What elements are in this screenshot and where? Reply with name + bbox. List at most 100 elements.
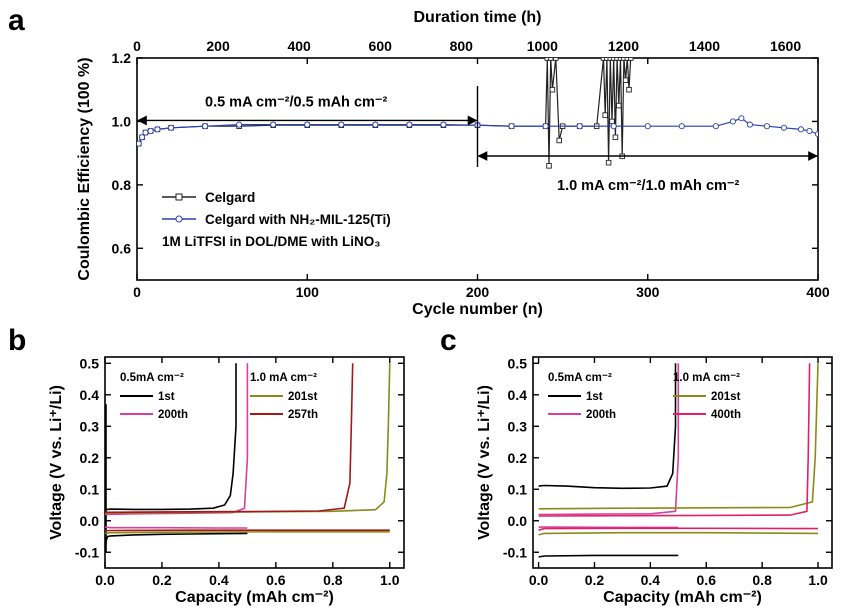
x-tick-label: 0 — [133, 284, 141, 300]
x-axis-title: Capacity (mAh cm⁻²) — [175, 589, 334, 606]
y-tick-label: 0.2 — [508, 450, 528, 466]
electrolyte-note: 1M LiTFSI in DOL/DME with LiNO₃ — [162, 234, 380, 249]
y-tick-label: 0.3 — [508, 418, 528, 434]
celgard-mil-point — [338, 121, 345, 128]
x-tick-label: 0.0 — [95, 572, 115, 588]
curve-1st-discharge — [538, 554, 679, 558]
y-tick-label: 0.0 — [80, 513, 100, 529]
celgard-mil-point — [806, 127, 813, 134]
celgard-point — [553, 58, 559, 61]
curve-400th-discharge — [538, 527, 819, 531]
legend-group-header: 0.5mA cm⁻² — [120, 372, 184, 384]
celgard-mil-point — [147, 127, 154, 134]
celgard-mil-point — [440, 121, 447, 128]
curve-1st-discharge — [105, 532, 248, 550]
y-axis-title: Voltage (V vs. Li⁺/Li) — [48, 385, 65, 540]
legend-label-celgard: Celgard — [205, 190, 255, 205]
x-tick-label: 1.0 — [808, 572, 828, 588]
x2-tick-label: 1000 — [527, 38, 558, 54]
celgard-point — [546, 163, 552, 169]
x2-tick-label: 0 — [133, 38, 141, 54]
legend-group-header: 1.0 mA cm⁻² — [673, 372, 740, 384]
celgard-mil-point — [139, 134, 146, 141]
x2-axis-title: Duration time (h) — [414, 9, 542, 26]
x2-tick-label: 1400 — [689, 38, 720, 54]
celgard-point — [556, 137, 562, 144]
y-tick-label: 0.0 — [508, 513, 528, 529]
legend-label-400th: 400th — [711, 409, 741, 421]
legend-label-257th: 257th — [288, 409, 318, 421]
celgard-point — [612, 134, 619, 141]
celgard-mil-point — [142, 129, 149, 136]
x-tick-label: 100 — [296, 284, 320, 300]
curve-1st-charge — [538, 363, 677, 490]
panel-letter-c: c — [440, 324, 457, 357]
x-tick-label: 300 — [636, 284, 660, 300]
series-celgard — [137, 58, 634, 169]
legend-label-200th: 200th — [586, 409, 616, 421]
celgard-point — [605, 159, 612, 166]
legend-a: Celgard Celgard with NH₂-MIL-125(Ti) 1M Li… — [162, 190, 391, 249]
y-tick-label: 0.5 — [508, 355, 528, 371]
x-tick-label: 200 — [466, 284, 490, 300]
curve-200th-charge — [538, 363, 680, 516]
celgard-point — [609, 118, 615, 125]
x-tick-label: 0.8 — [752, 572, 772, 588]
celgard-point — [549, 86, 556, 93]
x-tick-label: 400 — [806, 284, 830, 300]
celgard-line — [138, 58, 632, 166]
curve-201st-charge — [538, 363, 819, 510]
curve-257th-discharge — [105, 529, 390, 532]
celgard-point — [602, 112, 608, 118]
curve-257th-charge — [105, 363, 354, 514]
y-tick-label: 0.2 — [80, 450, 100, 466]
x2-tick-label: 800 — [450, 38, 474, 54]
celgard-mil-point — [406, 121, 413, 128]
curves-b — [105, 363, 391, 553]
x-tick-label: 0.4 — [209, 572, 229, 588]
x-tick-label: 0.6 — [697, 572, 717, 588]
y-tick-label: -0.1 — [503, 544, 527, 560]
y-tick-label: -0.1 — [75, 544, 99, 560]
x-tick-label: 0.6 — [266, 572, 286, 588]
y-tick-label: 0.3 — [80, 418, 100, 434]
legend-group-header: 1.0 mA cm⁻² — [250, 372, 317, 384]
celgard-point — [626, 86, 632, 93]
celgard-point — [627, 58, 634, 61]
celgard-point — [547, 58, 554, 61]
legend-c: 0.5mA cm⁻² 1st 200th 1.0 mA cm⁻² 201st 400th — [548, 372, 741, 421]
x-tick-label: 0.4 — [641, 572, 661, 588]
curve-1st-charge — [105, 363, 237, 511]
panel-letter-b: b — [8, 324, 26, 357]
celgard-mil-point — [576, 123, 583, 130]
curves-c — [538, 363, 819, 558]
celgard-mil-point — [610, 123, 617, 130]
x-tick-label: 0.2 — [585, 572, 605, 588]
plot-frame — [104, 356, 405, 569]
x-axis-title: Cycle number (n) — [412, 301, 543, 318]
y-tick-label: 0.1 — [80, 481, 100, 497]
x-tick-label: 0.0 — [529, 572, 549, 588]
celgard-mil-point — [780, 124, 788, 131]
celgard-mil-point — [304, 121, 311, 128]
legend-label-201st: 201st — [711, 391, 741, 403]
legend-label-1st: 1st — [158, 391, 175, 403]
celgard-point — [616, 102, 622, 109]
celgard-point — [622, 77, 629, 83]
celgard-mil-point — [678, 123, 685, 130]
celgard-mil-point — [814, 131, 818, 138]
annotation-low-rate: 0.5 mA cm⁻²/0.5 mAh cm⁻² — [205, 94, 388, 110]
legend-label-201st: 201st — [288, 391, 318, 403]
celgard-mil-point — [746, 121, 753, 128]
legend-marker-celgard-mil — [175, 215, 183, 223]
annotation-high-rate: 1.0 mA cm⁻²/1.0 mAh cm⁻² — [557, 178, 740, 194]
celgard-mil-point — [167, 124, 175, 131]
panel-a: a 0 100 200 300 400 0.6 0.8 1.0 1.2 Cycle number (… — [8, 4, 830, 318]
celgard-mil-point — [372, 121, 379, 128]
curve-200th-charge — [105, 363, 249, 516]
celgard-mil-point — [797, 126, 805, 133]
celgard-mil-point — [644, 123, 651, 130]
y-axis-title: Voltage (V vs. Li⁺/Li) — [476, 385, 493, 540]
y-tick-label: 0.4 — [80, 387, 100, 403]
x2-tick-label: 1200 — [608, 38, 639, 54]
